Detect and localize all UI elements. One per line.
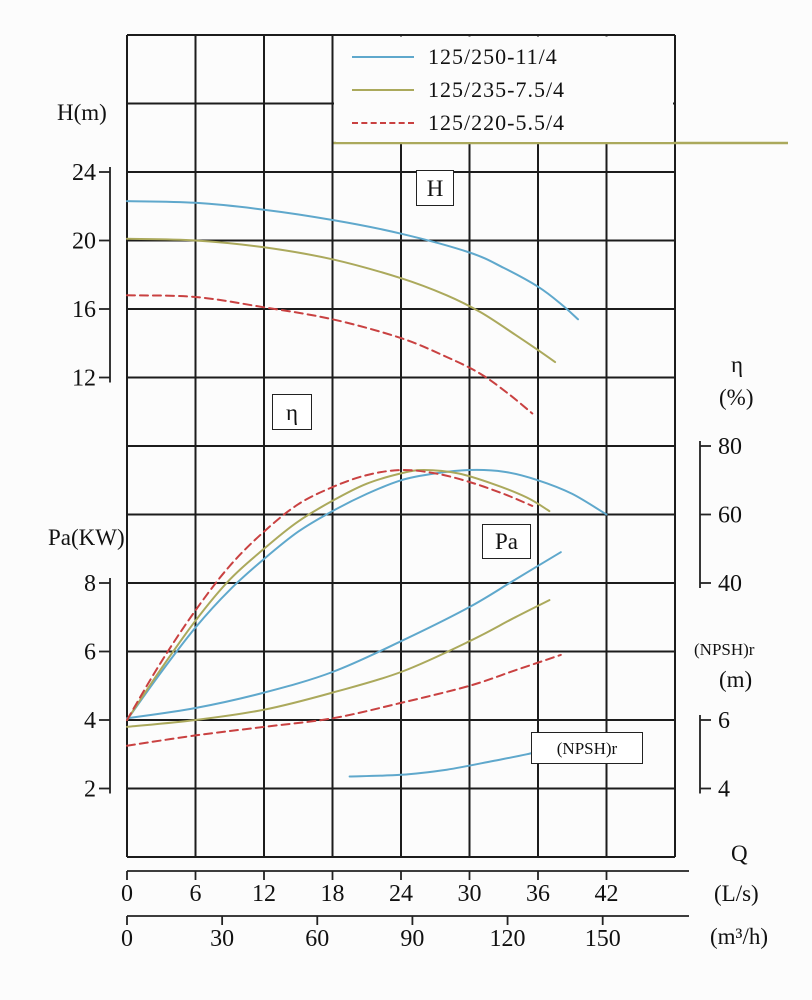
tick-label: 0 — [121, 926, 133, 952]
legend-label: 125/235-7.5/4 — [428, 76, 566, 102]
npsh-axis-unit: (m) — [719, 667, 753, 692]
tick-label: 40 — [718, 571, 742, 597]
tick-label: 6 — [84, 640, 96, 666]
legend-label: 125/220-5.5/4 — [428, 110, 566, 136]
legend-item-2: 125/220-5.5/4 — [336, 110, 673, 136]
curve-eta-125/220-5.5/4 — [126, 468, 534, 721]
legend-line-sample — [352, 122, 414, 125]
eta-axis-unit: (%) — [719, 385, 754, 410]
tick-label: 42 — [595, 881, 619, 907]
axis-brackets — [99, 167, 711, 925]
curve-label-box-eta: η — [272, 394, 312, 430]
grid-lines — [126, 34, 676, 858]
curve-H-125/250-11/4 — [126, 200, 579, 321]
q-axis-unit-ls: (L/s) — [714, 881, 759, 906]
curve-NPSH-125/250-11/4 — [348, 744, 562, 778]
legend-item-0: 125/250-11/4 — [336, 44, 673, 70]
tick-label: 36 — [526, 881, 550, 907]
tick-label: 18 — [321, 881, 345, 907]
tick-label: 60 — [305, 926, 329, 952]
curve-Pa-125/250-11/4 — [126, 551, 562, 720]
q-axis-unit-m3h: (m³/h) — [710, 924, 768, 949]
legend-line-sample — [352, 88, 414, 91]
tick-label: 24 — [72, 160, 96, 186]
tick-label: 6 — [718, 708, 730, 734]
legend-label: 125/250-11/4 — [428, 43, 558, 69]
legend-item-1: 125/235-7.5/4 — [336, 77, 673, 103]
tick-label: 90 — [400, 926, 424, 952]
curve-H-125/235-7.5/4 — [126, 237, 557, 364]
tick-label: 12 — [252, 881, 276, 907]
curve-eta-125/250-11/4 — [126, 468, 608, 721]
curve-label-box-pa: Pa — [482, 524, 531, 559]
curve-label-box-npsh: (NPSH)r — [531, 732, 643, 764]
curve-H-125/220-5.5/4 — [126, 294, 534, 415]
tick-label: 6 — [190, 881, 202, 907]
tick-label: 30 — [458, 881, 482, 907]
curve-eta-125/235-7.5/4 — [126, 468, 551, 721]
curve-Pa-125/235-7.5/4 — [126, 599, 551, 728]
tick-label: 8 — [84, 571, 96, 597]
q-axis-title: Q — [731, 841, 748, 866]
legend: 125/250-11/4 125/235-7.5/4 125/220-5.5/4 — [336, 38, 673, 142]
tick-label: 4 — [84, 708, 96, 734]
tick-label: 150 — [585, 926, 621, 952]
tick-label: 30 — [210, 926, 234, 952]
curve-label-box-h: H — [416, 170, 454, 206]
pa-axis-title: Pa(KW) — [48, 525, 125, 550]
eta-axis-title: η — [731, 352, 744, 377]
h-axis-title: H(m) — [57, 100, 107, 125]
tick-label: 4 — [718, 777, 730, 803]
curve-Pa-125/220-5.5/4 — [126, 653, 562, 747]
tick-label: 16 — [72, 297, 96, 323]
curves — [126, 200, 608, 778]
tick-label: 12 — [72, 366, 96, 392]
tick-label: 24 — [389, 881, 413, 907]
tick-label: 120 — [490, 926, 526, 952]
tick-label: 2 — [84, 777, 96, 803]
legend-line-sample — [352, 55, 414, 58]
tick-label: 60 — [718, 503, 742, 529]
tick-label: 20 — [72, 229, 96, 255]
tick-label: 80 — [718, 434, 742, 460]
npsh-axis-title: (NPSH)r — [694, 640, 755, 659]
tick-label: 0 — [121, 881, 133, 907]
